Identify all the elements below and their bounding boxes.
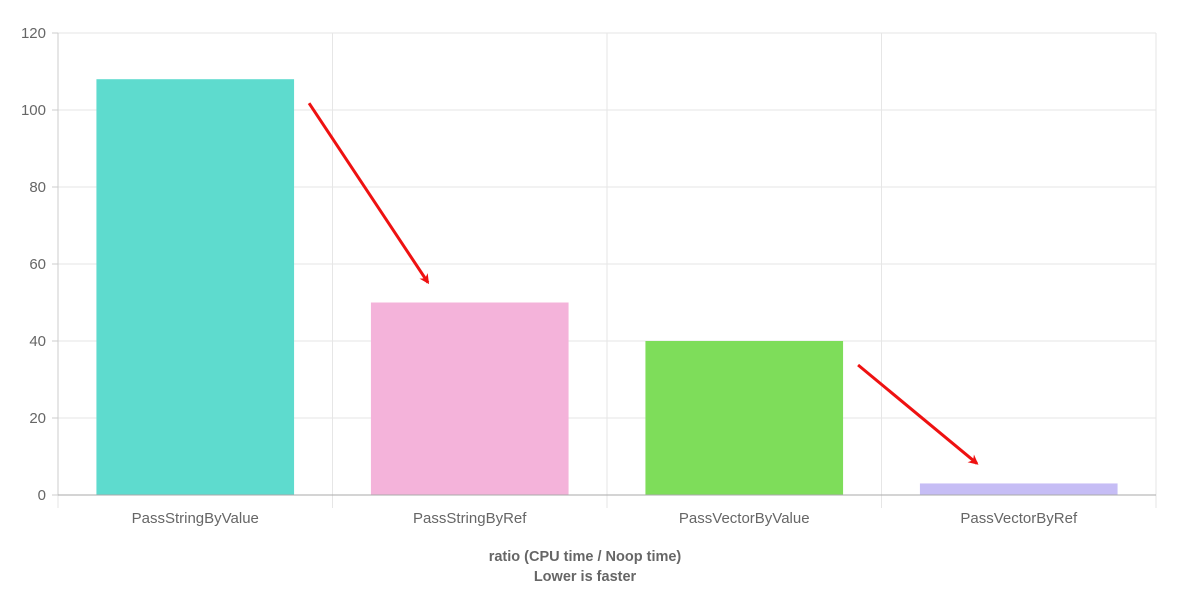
bar-PassVectorByValue [645,341,844,495]
bar-PassStringByValue [96,79,295,495]
bars [96,79,1118,495]
y-tick-label: 0 [38,487,46,504]
annotation-arrow [307,102,430,285]
y-tick-label: 60 [29,256,46,273]
y-tick-label: 80 [29,179,46,196]
y-tick-label: 100 [21,102,46,119]
y-tick-label: 120 [21,25,46,42]
axes [52,32,1156,496]
x-tick-label: PassStringByValue [132,510,259,527]
x-tick-label: PassVectorByValue [679,510,810,527]
x-axis-label-line-1: ratio (CPU time / Noop time) [489,549,682,565]
x-axis-label-line-2: Lower is faster [534,569,637,585]
annotations [307,102,979,465]
bar-PassStringByRef [370,302,569,495]
x-tick-label: PassVectorByRef [960,510,1078,527]
x-tick-label: PassStringByRef [413,510,527,527]
y-tick-label: 20 [29,410,46,427]
bar-PassVectorByRef [919,483,1118,495]
annotation-arrow [857,363,979,465]
y-tick-label: 40 [29,333,46,350]
tick-labels: 0 20 40 60 80 100 120 PassStringByValue PassStri… [21,25,1078,527]
